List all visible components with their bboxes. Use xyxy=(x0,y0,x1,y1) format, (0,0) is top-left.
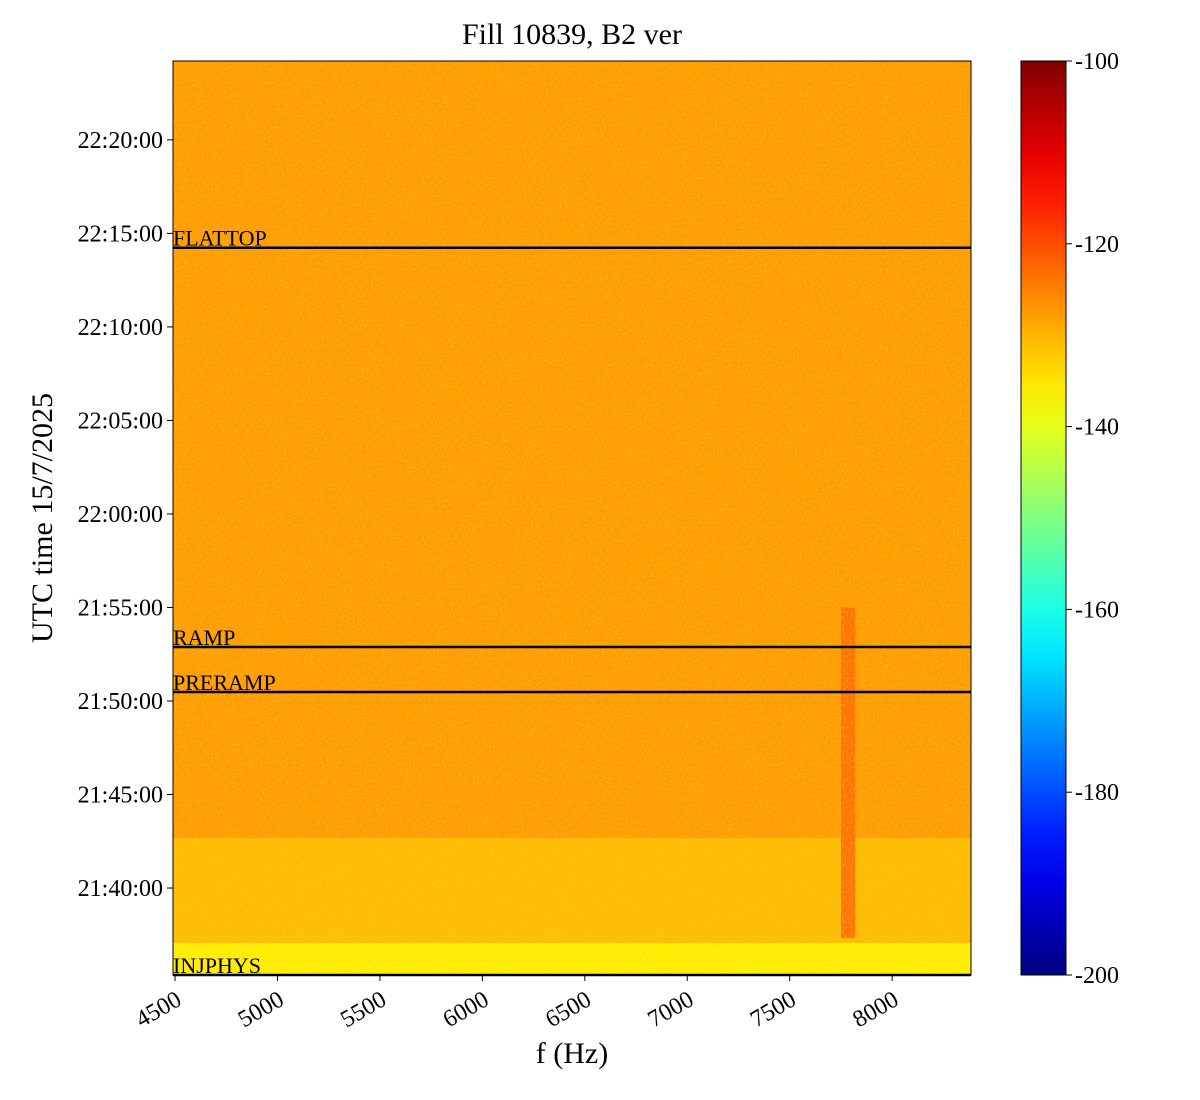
colorbar-tick-label: -200 xyxy=(1075,963,1119,989)
x-tick-label: 5500 xyxy=(336,987,391,1034)
phase-label: PRERAMP xyxy=(173,670,276,695)
x-tick-label: 5000 xyxy=(234,987,289,1034)
colorbar-tick-label: -120 xyxy=(1075,232,1119,258)
x-axis-label: f (Hz) xyxy=(536,1037,608,1070)
colorbar-tick-label: -160 xyxy=(1075,597,1119,623)
phase-label: RAMP xyxy=(173,625,235,650)
y-tick-label: 21:40:00 xyxy=(78,876,163,902)
colorbar xyxy=(1020,60,1067,976)
x-tick-label: 8000 xyxy=(849,987,904,1034)
phase-label: FLATTOP xyxy=(173,226,267,251)
y-tick-label: 22:15:00 xyxy=(78,221,163,247)
colorbar-tick-label: -180 xyxy=(1075,780,1119,806)
colorbar-tick-label: -100 xyxy=(1075,49,1119,75)
y-tick-label: 22:10:00 xyxy=(78,315,163,341)
phase-label: INJPHYS xyxy=(173,953,261,978)
x-tick-label: 7500 xyxy=(746,987,801,1034)
y-tick-label: 21:50:00 xyxy=(78,689,163,715)
y-tick-label: 21:55:00 xyxy=(78,595,163,621)
plot-frame xyxy=(172,60,972,976)
y-tick-label: 21:45:00 xyxy=(78,783,163,809)
y-tick-label: 22:00:00 xyxy=(78,502,163,528)
x-tick-label: 4500 xyxy=(131,987,186,1034)
chart-title: Fill 10839, B2 ver xyxy=(462,18,682,51)
noise-texture xyxy=(173,61,971,975)
y-axis-label: UTC time 15/7/2025 xyxy=(26,393,59,643)
x-tick-label: 6500 xyxy=(541,987,596,1034)
y-tick-label: 22:20:00 xyxy=(78,128,163,154)
x-tick-label: 7000 xyxy=(644,987,699,1034)
colorbar-tick-label: -140 xyxy=(1075,415,1119,441)
x-tick-label: 6000 xyxy=(439,987,494,1034)
y-tick-label: 22:05:00 xyxy=(78,408,163,434)
